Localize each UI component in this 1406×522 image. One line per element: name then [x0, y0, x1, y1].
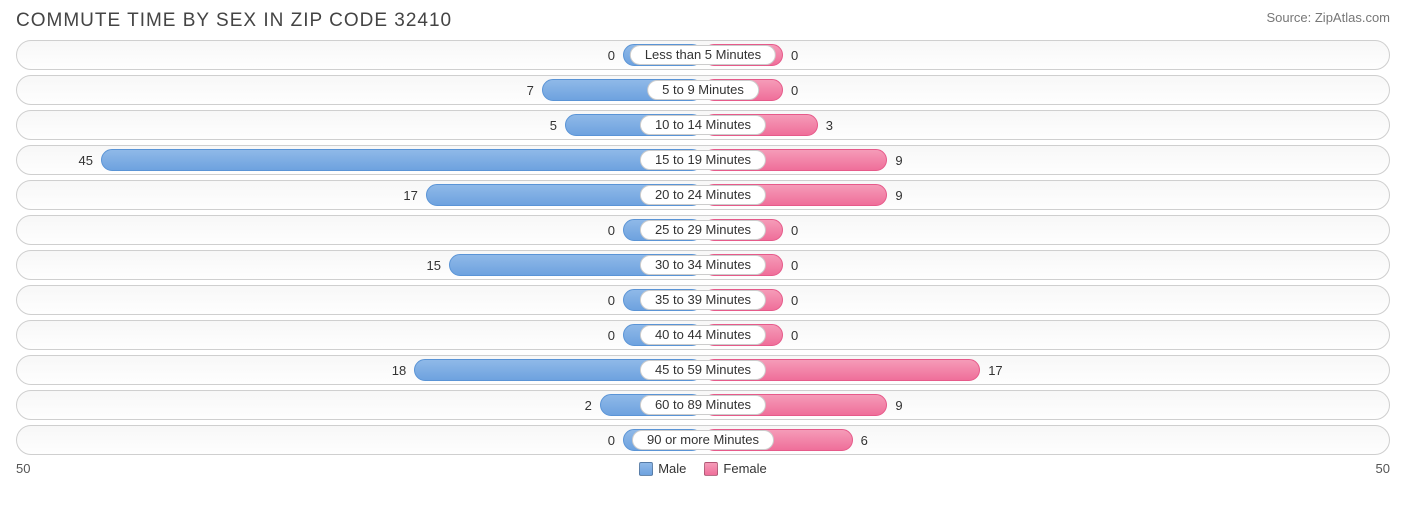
chart-rows: 0 0 Less than 5 Minutes 7 0 5 to 9 Minutes 5 3 1… [16, 40, 1390, 455]
value-male: 7 [527, 76, 534, 106]
bar-male [101, 149, 703, 171]
category-label: 5 to 9 Minutes [647, 80, 759, 100]
value-male: 0 [608, 41, 615, 71]
row-track: 0 0 35 to 39 Minutes [16, 285, 1390, 315]
category-label: 60 to 89 Minutes [640, 395, 766, 415]
row-track: 18 17 45 to 59 Minutes [16, 355, 1390, 385]
value-female: 0 [791, 321, 798, 351]
row-track: 2 9 60 to 89 Minutes [16, 390, 1390, 420]
female-swatch-icon [704, 462, 718, 476]
value-female: 9 [895, 391, 902, 421]
value-female: 9 [895, 146, 902, 176]
value-male: 0 [608, 216, 615, 246]
legend-label-male: Male [658, 461, 686, 476]
legend: Male Female [639, 461, 767, 476]
value-female: 17 [988, 356, 1002, 386]
chart-container: COMMUTE TIME BY SEX IN ZIP CODE 32410 So… [0, 0, 1406, 522]
category-label: 25 to 29 Minutes [640, 220, 766, 240]
row-track: 17 9 20 to 24 Minutes [16, 180, 1390, 210]
row-track: 0 0 40 to 44 Minutes [16, 320, 1390, 350]
row-track: 15 0 30 to 34 Minutes [16, 250, 1390, 280]
row-track: 45 9 15 to 19 Minutes [16, 145, 1390, 175]
category-label: 10 to 14 Minutes [640, 115, 766, 135]
category-label: 20 to 24 Minutes [640, 185, 766, 205]
category-label: Less than 5 Minutes [630, 45, 776, 65]
category-label: 90 or more Minutes [632, 430, 774, 450]
legend-item-male: Male [639, 461, 686, 476]
category-label: 35 to 39 Minutes [640, 290, 766, 310]
chart-title: COMMUTE TIME BY SEX IN ZIP CODE 32410 [16, 10, 452, 32]
row-track: 0 0 25 to 29 Minutes [16, 215, 1390, 245]
category-label: 30 to 34 Minutes [640, 255, 766, 275]
axis-left-max: 50 [16, 461, 30, 476]
value-male: 17 [403, 181, 417, 211]
value-female: 0 [791, 286, 798, 316]
male-swatch-icon [639, 462, 653, 476]
axis-right-max: 50 [1376, 461, 1390, 476]
value-female: 0 [791, 216, 798, 246]
value-female: 0 [791, 251, 798, 281]
value-female: 9 [895, 181, 902, 211]
value-female: 3 [826, 111, 833, 141]
row-track: 0 6 90 or more Minutes [16, 425, 1390, 455]
value-male: 18 [392, 356, 406, 386]
value-male: 15 [427, 251, 441, 281]
category-label: 45 to 59 Minutes [640, 360, 766, 380]
chart-header: COMMUTE TIME BY SEX IN ZIP CODE 32410 So… [16, 10, 1390, 32]
row-track: 0 0 Less than 5 Minutes [16, 40, 1390, 70]
value-female: 6 [861, 426, 868, 456]
chart-source: Source: ZipAtlas.com [1266, 10, 1390, 25]
category-label: 40 to 44 Minutes [640, 325, 766, 345]
value-male: 2 [585, 391, 592, 421]
legend-label-female: Female [723, 461, 766, 476]
value-male: 45 [79, 146, 93, 176]
row-track: 7 0 5 to 9 Minutes [16, 75, 1390, 105]
value-male: 5 [550, 111, 557, 141]
chart-footer: 50 Male Female 50 [16, 461, 1390, 476]
value-male: 0 [608, 321, 615, 351]
value-male: 0 [608, 286, 615, 316]
value-female: 0 [791, 41, 798, 71]
value-female: 0 [791, 76, 798, 106]
value-male: 0 [608, 426, 615, 456]
legend-item-female: Female [704, 461, 766, 476]
category-label: 15 to 19 Minutes [640, 150, 766, 170]
row-track: 5 3 10 to 14 Minutes [16, 110, 1390, 140]
